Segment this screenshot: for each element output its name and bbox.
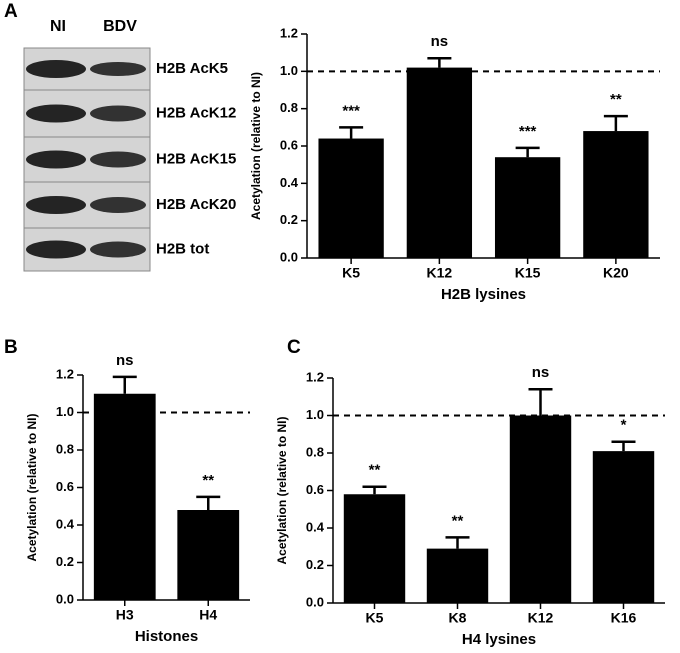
error-bar bbox=[515, 146, 540, 158]
bar bbox=[509, 415, 572, 603]
y-tick-label: 1.2 bbox=[280, 25, 298, 40]
significance-label: *** bbox=[342, 102, 360, 119]
error-bar bbox=[611, 440, 636, 452]
blot-band bbox=[26, 240, 86, 259]
y-axis-label: Acetylation (relative to NI) bbox=[275, 416, 289, 564]
panel-letter: B bbox=[4, 337, 18, 358]
y-tick-label: 0.2 bbox=[280, 212, 298, 227]
y-axis-label: Acetylation (relative to NI) bbox=[25, 413, 39, 561]
y-tick-label: 0.8 bbox=[280, 100, 298, 115]
y-tick-label: 0.4 bbox=[280, 175, 299, 190]
x-axis-label: H2B lysines bbox=[441, 286, 526, 303]
bar bbox=[426, 548, 489, 603]
significance-label: ** bbox=[369, 462, 381, 479]
error-bar bbox=[339, 126, 364, 139]
x-axis-label: Histones bbox=[135, 628, 198, 645]
significance-label: ns bbox=[431, 33, 449, 50]
significance-label: ** bbox=[202, 472, 214, 489]
lane-label: BDV bbox=[103, 18, 137, 35]
error-bar bbox=[362, 485, 387, 495]
bar bbox=[583, 131, 649, 258]
x-tick-label: K12 bbox=[528, 610, 554, 626]
y-tick-label: 0.8 bbox=[306, 444, 324, 459]
y-tick-label: 1.2 bbox=[306, 369, 324, 384]
x-tick-label: K5 bbox=[366, 610, 384, 626]
blot-band bbox=[90, 241, 146, 258]
y-tick-label: 0.6 bbox=[56, 479, 74, 494]
x-tick-label: H3 bbox=[116, 607, 134, 623]
y-tick-label: 0.0 bbox=[306, 594, 324, 609]
x-axis-label: H4 lysines bbox=[462, 631, 536, 648]
y-tick-label: 0.6 bbox=[280, 137, 298, 152]
x-tick-label: K5 bbox=[342, 265, 360, 281]
y-tick-label: 0.2 bbox=[56, 554, 74, 569]
error-bar bbox=[528, 388, 553, 416]
error-bar bbox=[603, 114, 628, 132]
blot-row-label: H2B AcK5 bbox=[156, 60, 228, 77]
bar bbox=[93, 393, 156, 600]
bar bbox=[343, 494, 406, 603]
error-bar bbox=[112, 375, 137, 394]
error-bar bbox=[196, 495, 221, 510]
error-bar bbox=[445, 536, 470, 549]
x-tick-label: K15 bbox=[515, 265, 541, 281]
significance-label: ns bbox=[532, 364, 550, 381]
blot-band bbox=[26, 150, 86, 169]
y-tick-label: 0.8 bbox=[56, 441, 74, 456]
x-tick-label: K12 bbox=[427, 265, 453, 281]
x-tick-label: H4 bbox=[199, 607, 217, 623]
blot-band bbox=[26, 104, 86, 123]
blot-band bbox=[26, 196, 86, 214]
lane-label: NI bbox=[50, 18, 66, 35]
significance-label: *** bbox=[519, 123, 537, 140]
y-tick-label: 0.4 bbox=[306, 519, 325, 534]
x-tick-label: K20 bbox=[603, 265, 629, 281]
y-tick-label: 0.0 bbox=[280, 249, 298, 264]
blot-band bbox=[90, 197, 146, 213]
panel-letter: A bbox=[4, 1, 18, 22]
error-bar bbox=[427, 57, 452, 68]
blot-band bbox=[26, 60, 86, 78]
bar bbox=[592, 451, 655, 603]
significance-label: * bbox=[621, 417, 627, 434]
blot-row-label: H2B AcK12 bbox=[156, 104, 236, 121]
y-tick-label: 1.0 bbox=[280, 63, 298, 78]
panel-letter: C bbox=[287, 337, 301, 358]
y-tick-label: 1.2 bbox=[56, 366, 74, 381]
blot-row-label: H2B tot bbox=[156, 240, 209, 257]
bar bbox=[318, 138, 384, 258]
significance-label: ns bbox=[116, 352, 134, 369]
blot-row-label: H2B AcK15 bbox=[156, 150, 236, 167]
y-tick-label: 0.6 bbox=[306, 482, 324, 497]
y-tick-label: 1.0 bbox=[56, 404, 74, 419]
significance-label: ** bbox=[610, 91, 622, 108]
y-tick-label: 0.4 bbox=[56, 516, 75, 531]
blot-band bbox=[90, 105, 146, 122]
bar bbox=[494, 157, 561, 258]
y-axis-label: Acetylation (relative to NI) bbox=[249, 72, 263, 220]
x-tick-label: K16 bbox=[611, 610, 637, 626]
blot-band bbox=[90, 151, 146, 168]
y-tick-label: 0.0 bbox=[56, 591, 74, 606]
y-tick-label: 1.0 bbox=[306, 407, 324, 422]
x-tick-label: K8 bbox=[449, 610, 467, 626]
blot-row-label: H2B AcK20 bbox=[156, 196, 236, 213]
bar bbox=[406, 67, 473, 258]
significance-label: ** bbox=[452, 512, 464, 529]
blot-band bbox=[90, 62, 146, 76]
bar bbox=[177, 510, 240, 600]
y-tick-label: 0.2 bbox=[306, 557, 324, 572]
